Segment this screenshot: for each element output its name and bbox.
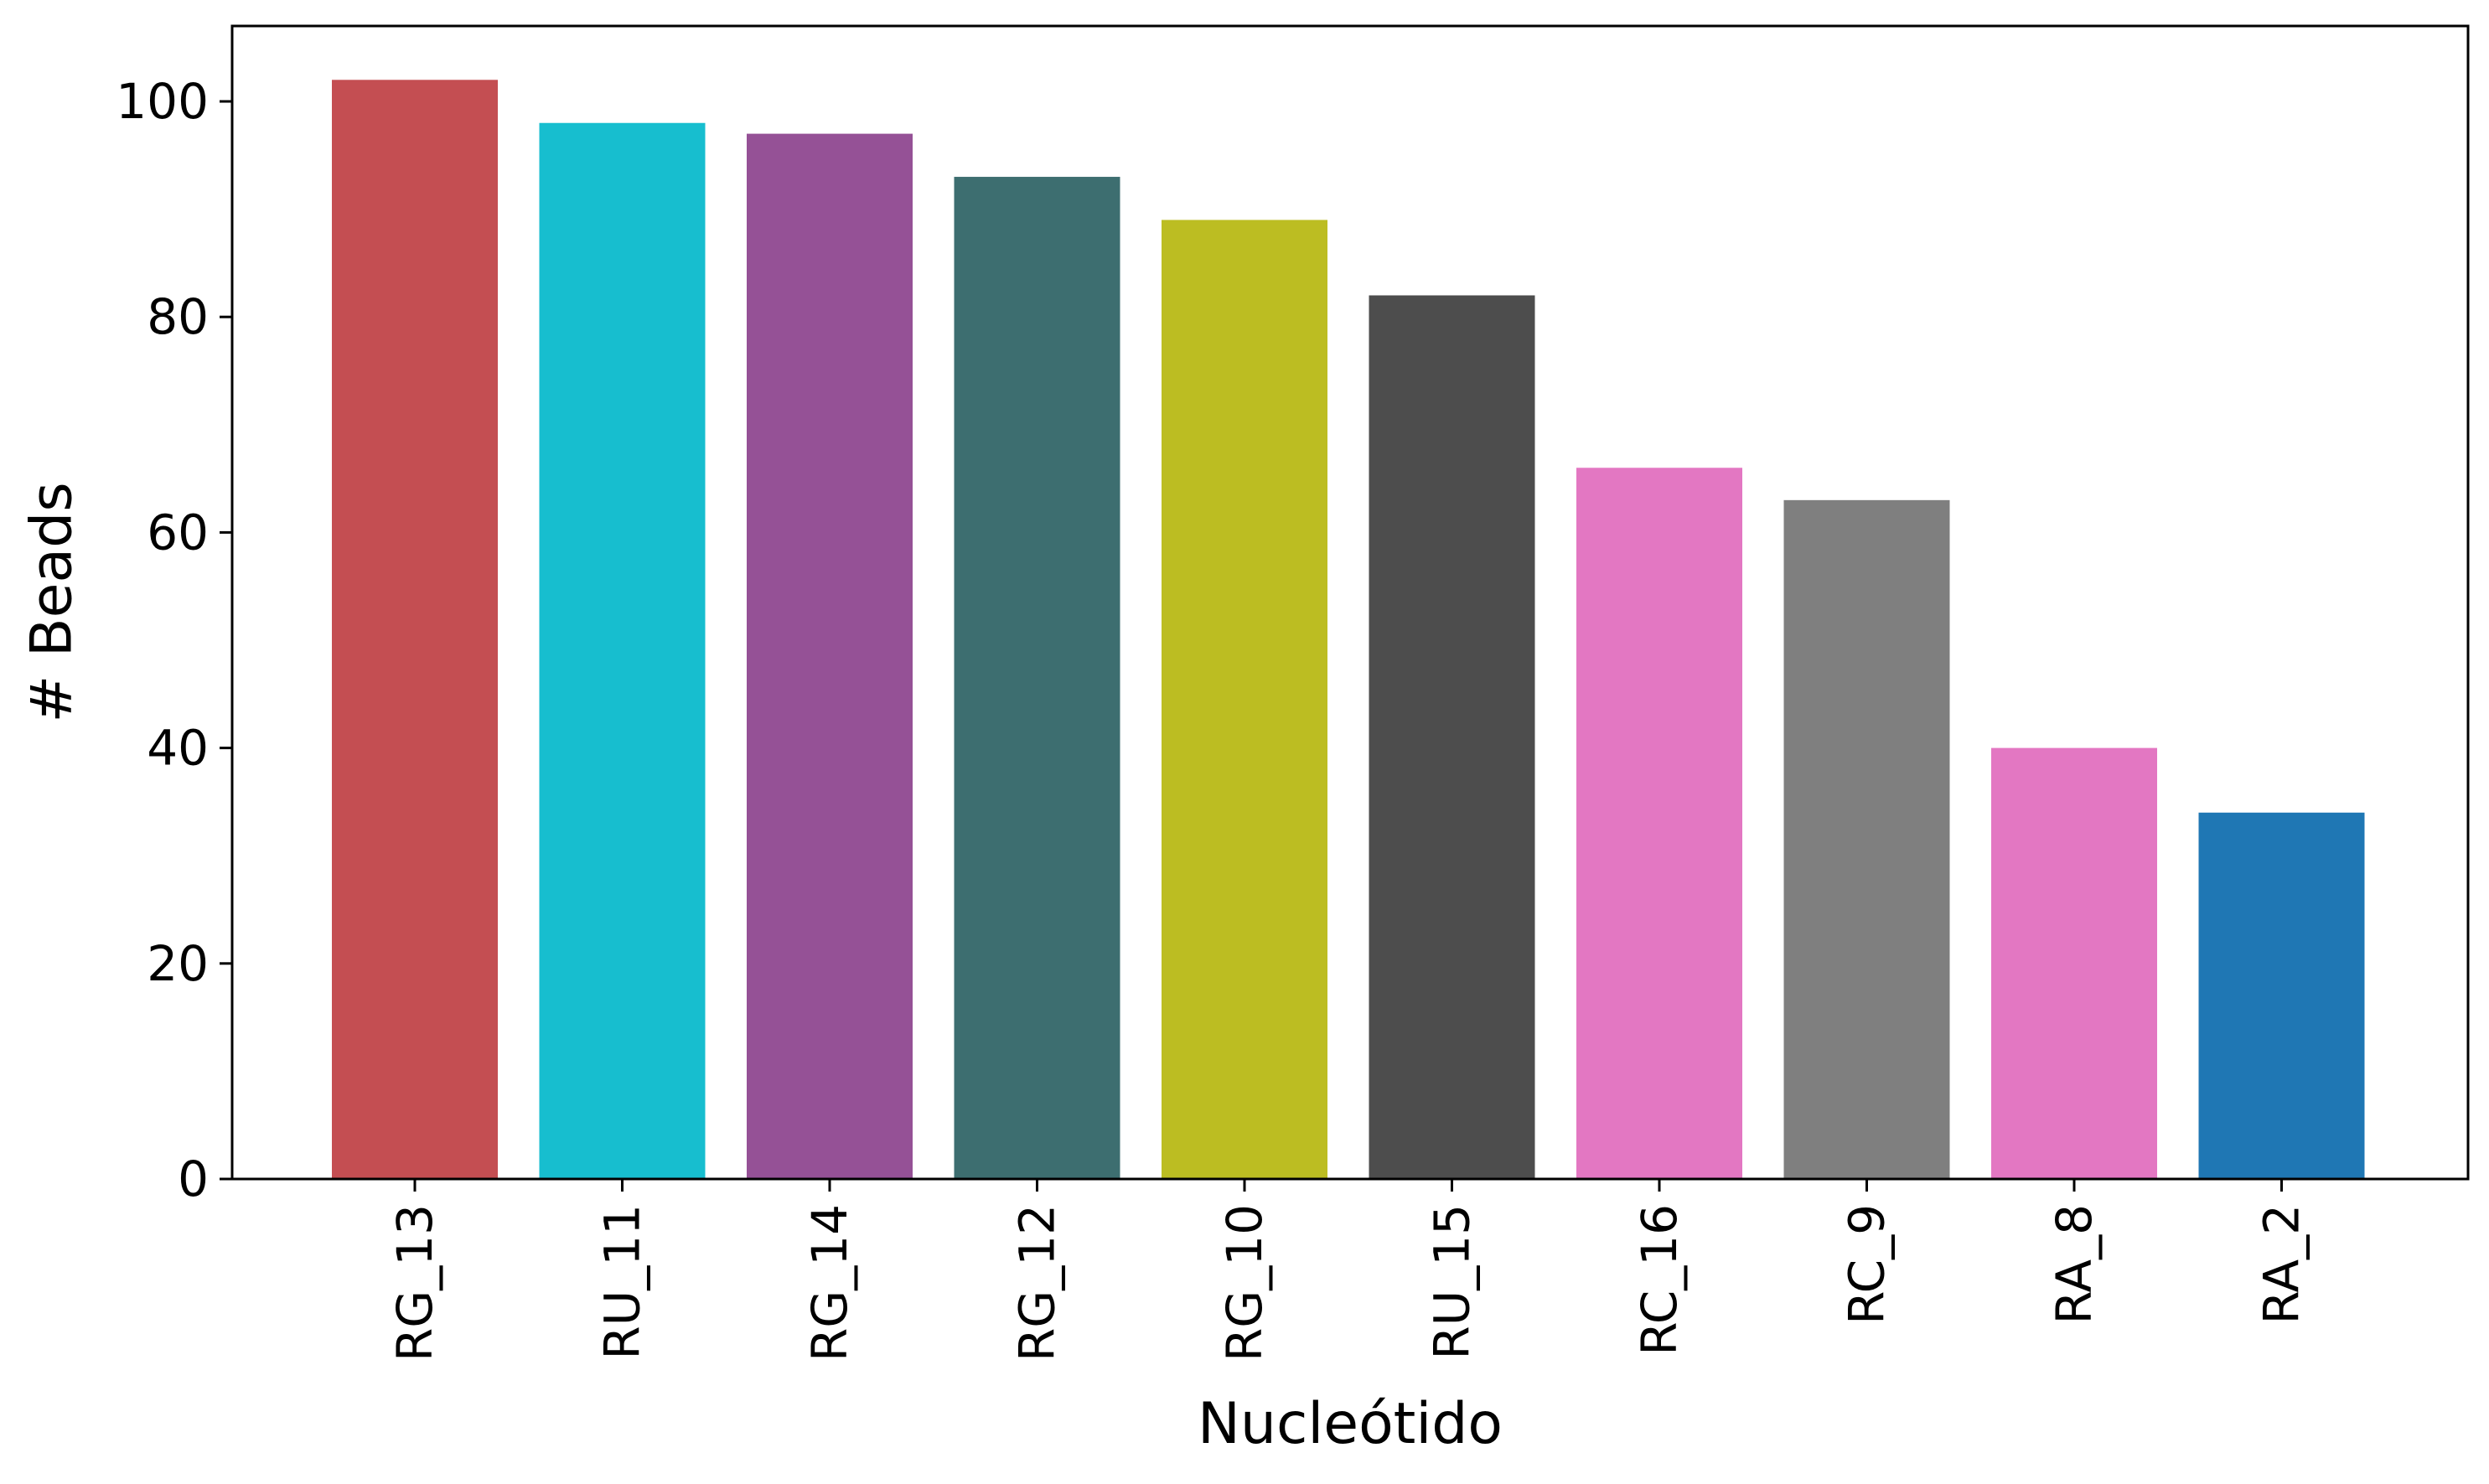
x-tick-label: RG_14 (801, 1204, 858, 1362)
y-tick-label: 40 (147, 720, 209, 777)
x-axis-label: Nucleótido (1198, 1391, 1503, 1457)
bar-rc-9 (1783, 499, 1950, 1179)
bars-layer (332, 80, 2365, 1180)
x-tick-label: RG_10 (1216, 1204, 1273, 1362)
x-tick-label: RU_11 (594, 1204, 651, 1360)
y-tick-label: 80 (147, 288, 209, 345)
bar-ru-15 (1369, 295, 1535, 1179)
x-tick-label: RG_13 (386, 1204, 443, 1362)
bar-rg-14 (747, 133, 913, 1179)
y-tick-label: 60 (147, 504, 209, 561)
y-tick-label: 100 (116, 73, 209, 130)
bar-ra-2 (2198, 812, 2365, 1179)
bar-ra-8 (1991, 747, 2157, 1179)
y-tick-label: 20 (147, 935, 209, 992)
y-tick-label: 0 (178, 1150, 209, 1207)
x-axis: RG_13 RU_11 RG_14 RG_12 RG_10 RU_15 RC_16 RC_9 R… (386, 1179, 2310, 1362)
bar-rc-16 (1576, 468, 1742, 1179)
bar-rg-13 (332, 80, 498, 1179)
x-tick-label: RA_2 (2254, 1204, 2310, 1325)
bar-rg-12 (954, 177, 1120, 1180)
x-tick-label: RG_12 (1009, 1204, 1066, 1362)
bar-ru-11 (539, 122, 706, 1180)
y-axis: 0 20 40 60 80 100 (116, 73, 232, 1207)
x-tick-label: RA_8 (2046, 1204, 2103, 1325)
x-tick-label: RC_16 (1631, 1204, 1688, 1356)
x-tick-label: RC_9 (1839, 1204, 1896, 1325)
plot-frame (230, 24, 2470, 1181)
x-tick-label: RU_15 (1424, 1204, 1481, 1360)
bar-rg-10 (1162, 220, 1327, 1180)
y-axis-label: # Beads (19, 482, 85, 722)
